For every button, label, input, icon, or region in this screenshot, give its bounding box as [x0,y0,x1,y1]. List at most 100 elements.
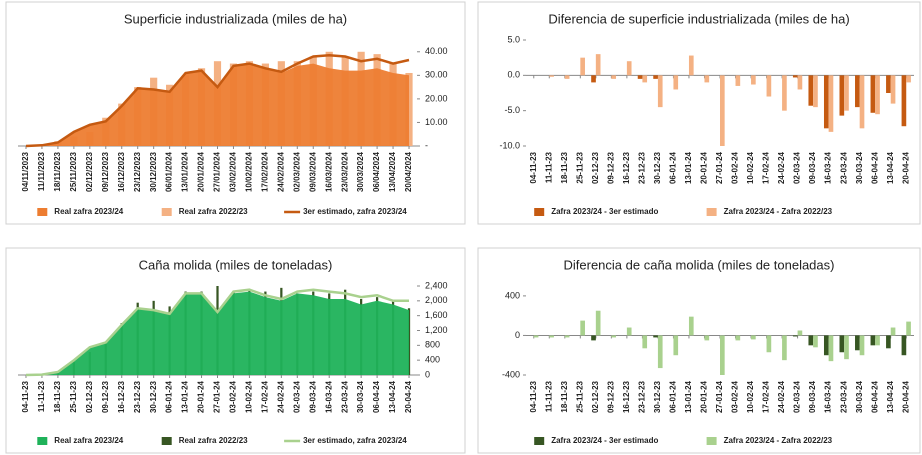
bar [657,75,663,108]
x-tick-label: 30-12-23 [149,380,158,413]
bar [886,75,891,93]
bar [720,335,725,375]
bar [901,75,907,127]
bar [688,316,694,336]
bar [870,335,876,346]
x-tick-label: 23-12-23 [133,380,142,413]
x-tick-label: 06/04/2024 [372,151,381,192]
x-tick-label: 18/11/2023 [53,151,62,191]
x-tick-label: 09/03/2024 [308,151,317,192]
y-tick-label: 400 [505,290,520,300]
x-tick-label: 20-01-24 [700,380,709,413]
x-tick-label: 13-04-24 [886,380,895,413]
bar [766,75,772,97]
x-tick-label: 23-03-24 [839,380,848,413]
x-tick-label: 06-04-24 [870,151,879,184]
x-tick-label: 04-11-23 [21,380,30,412]
bar [875,335,880,346]
x-tick-label: 04/11/2023 [21,151,30,191]
x-tick-label: 27-01-24 [715,151,724,184]
legend-swatch [534,208,545,216]
x-tick-label: 20-04-24 [404,380,413,413]
bar [844,335,849,360]
x-tick-label: 11-11-23 [544,380,553,412]
panel [477,1,921,225]
x-tick-label: 09-03-24 [308,380,317,413]
legend-swatch [161,208,172,216]
bar [704,335,710,341]
bar [844,75,849,111]
bar [875,75,880,115]
x-tick-label: 27/01/2024 [213,151,222,192]
bar [405,72,413,146]
y-tick-label: 0 [425,369,430,379]
bar [828,75,834,132]
y-tick-label: 20.00 [425,93,448,103]
area [26,63,409,146]
y-tick-label: 400 [425,355,440,365]
x-tick-label: 27-01-24 [213,380,222,413]
x-tick-label: 02-03-24 [793,380,802,413]
x-tick-label: 25-11-23 [69,380,78,412]
bar [823,335,829,356]
x-tick-label: 16-03-24 [824,380,833,413]
bar [642,75,648,83]
bar [792,335,798,337]
x-tick-label: 06-01-24 [669,151,678,184]
x-tick-label: 10-02-24 [746,151,755,184]
x-tick-label: 06-01-24 [165,380,174,413]
bar [580,57,585,76]
x-tick-label: 16-03-24 [324,380,333,413]
y-tick-label: 40.00 [425,46,448,56]
bar [591,335,596,341]
y-tick-label: 0 [515,330,520,340]
x-tick-label: 23-03-24 [340,380,349,413]
x-tick-label: 09-12-23 [606,151,615,184]
legend-label: Zafra 2023/24 - 3er estimado [551,207,658,216]
x-tick-label: 11/11/2023 [37,151,46,191]
x-tick-label: 24-02-24 [777,151,786,184]
x-tick-label: 02-03-24 [793,151,802,184]
bar [549,335,554,338]
x-tick-label: 30-03-24 [855,380,864,413]
bar [720,75,725,146]
bar [859,335,865,356]
x-tick-label: 16/12/2023 [117,151,126,192]
x-tick-label: 23-03-24 [839,151,848,184]
bar [797,75,803,90]
x-tick-label: 13-01-24 [684,380,693,413]
x-tick-label: 17-02-24 [762,380,771,413]
x-tick-label: 20-01-24 [197,380,206,413]
x-tick-label: 20-01-24 [700,151,709,184]
x-tick-label: 25/11/2023 [69,151,78,191]
x-tick-label: 02/03/2024 [292,151,301,192]
bar [704,75,710,83]
x-tick-label: 16-12-23 [622,151,631,184]
legend-label: Real zafra 2022/23 [179,436,248,445]
chart-title: Caña molida (miles de toneladas) [139,257,333,272]
bar [792,75,798,78]
chart-title: Diferencia de superficie industrializada… [548,11,849,26]
x-tick-label: 06/01/2024 [165,151,174,192]
legend-label: 3er estimado, zafra 2023/24 [303,436,407,445]
legend-label: 3er estimado, zafra 2023/24 [303,207,407,216]
x-tick-label: 25-11-23 [575,151,584,183]
x-tick-label: 18-11-23 [53,380,62,412]
bar [642,335,648,349]
x-tick-label: 18-11-23 [560,380,569,412]
legend-label: Real zafra 2023/24 [54,436,123,445]
bar [595,54,601,76]
x-tick-label: 18-11-23 [560,151,569,183]
bar [890,327,896,336]
x-tick-label: 23/03/2024 [340,151,349,192]
x-tick-label: 09-03-24 [808,380,817,413]
x-tick-label: 09-12-23 [101,380,110,413]
bar [906,321,911,336]
legend-label: Real zafra 2022/23 [179,207,248,216]
bar [828,335,834,362]
x-tick-label: 02/12/2023 [85,151,94,192]
legend-swatch [161,437,172,445]
x-tick-label: 16-12-23 [117,380,126,413]
bar [626,61,632,76]
legend-swatch [37,437,48,445]
